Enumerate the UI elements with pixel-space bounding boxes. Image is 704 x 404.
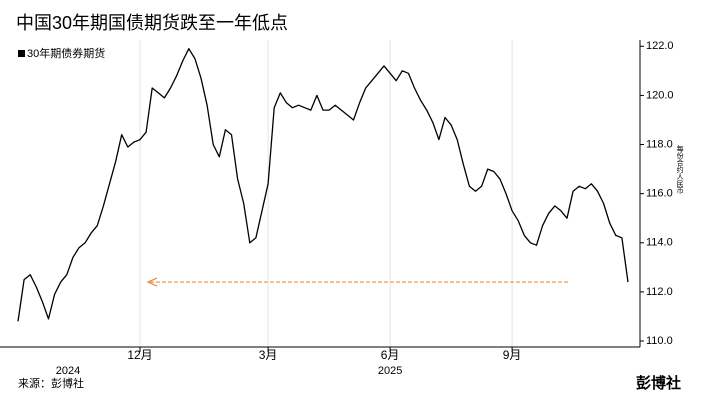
y-tick-label: 120.0	[646, 89, 674, 101]
y-tick-label: 116.0	[646, 188, 673, 200]
y-tick-label: 122.0	[646, 40, 674, 52]
legend-label: 30年期债券期货	[27, 46, 105, 60]
x-tick-label: 12月	[127, 348, 152, 362]
legend	[16, 45, 138, 63]
y-tick-label: 118.0	[646, 138, 673, 150]
year-label: 2025	[378, 365, 402, 377]
y-tick-label: 110.0	[646, 335, 673, 347]
legend-swatch	[18, 50, 25, 57]
year-label: 2024	[56, 365, 80, 377]
source: 来源：彭博社	[18, 376, 84, 390]
chart-title: 中国30年期国债期货跌至一年低点	[16, 13, 288, 33]
y-axis-label: 每份合约人民币	[676, 144, 684, 195]
line-series	[17, 48, 629, 322]
y-tick-label: 112.0	[646, 286, 673, 298]
x-tick-label: 9月	[503, 348, 522, 362]
arrow-head	[146, 277, 158, 287]
x-tick-label: 3月	[259, 348, 278, 362]
logo: 彭博社	[636, 374, 681, 392]
y-tick-label: 114.0	[646, 237, 673, 249]
x-tick-label: 6月	[381, 348, 400, 362]
